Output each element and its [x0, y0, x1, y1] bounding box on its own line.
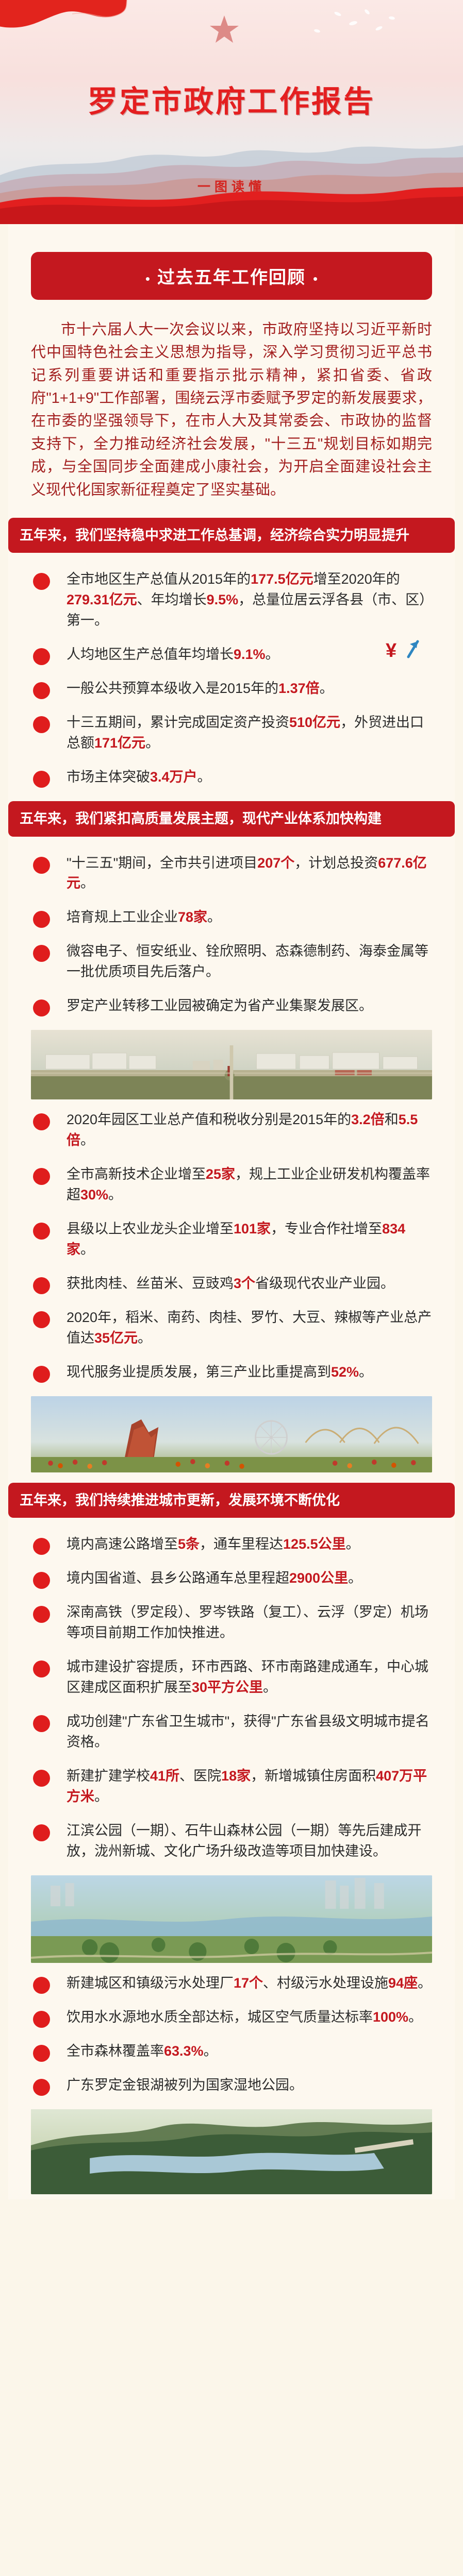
- svg-text:¥: ¥: [386, 640, 396, 662]
